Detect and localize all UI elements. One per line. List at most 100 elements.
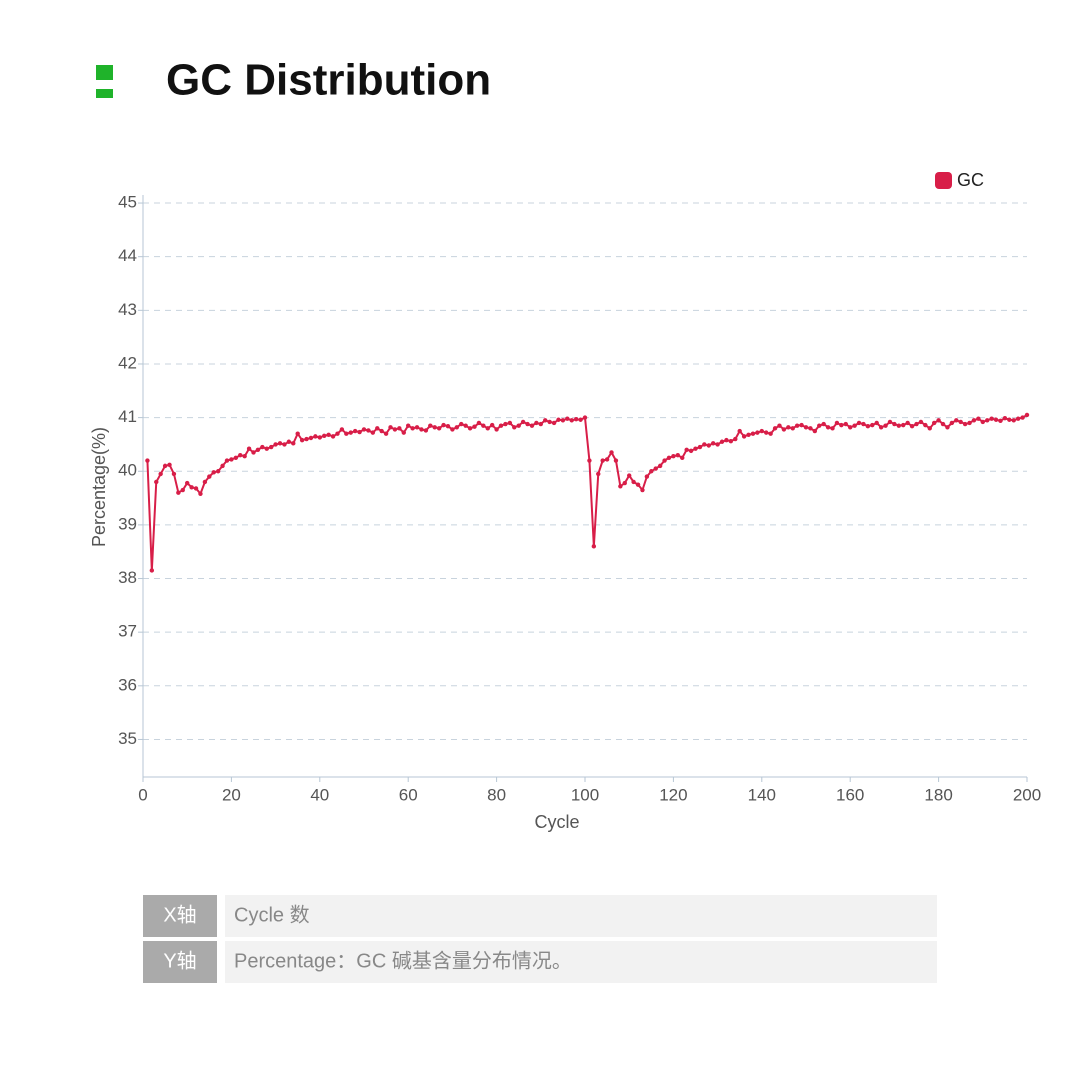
- data-point: [1007, 417, 1012, 422]
- data-point: [322, 433, 327, 439]
- y-tick-label: 41: [118, 407, 137, 426]
- data-point: [799, 422, 804, 428]
- data-point: [145, 458, 150, 463]
- data-point: [406, 423, 411, 428]
- data-point: [295, 431, 300, 436]
- table-key: Y轴: [163, 949, 196, 972]
- data-point: [706, 443, 711, 448]
- data-point: [971, 418, 977, 423]
- data-point: [688, 448, 694, 454]
- data-point: [909, 423, 915, 429]
- data-point: [357, 429, 362, 435]
- data-point: [251, 450, 256, 455]
- data-point: [313, 434, 318, 439]
- data-point: [375, 426, 380, 431]
- data-point: [388, 425, 393, 430]
- data-point: [193, 486, 199, 491]
- data-point: [207, 474, 212, 479]
- data-point: [613, 458, 619, 463]
- data-point: [737, 428, 742, 434]
- data-point: [242, 454, 247, 459]
- table-key: X轴: [163, 903, 196, 926]
- data-point: [680, 455, 685, 461]
- data-point: [896, 423, 902, 428]
- data-point: [604, 457, 610, 462]
- data-point: [397, 426, 402, 431]
- data-point: [220, 463, 225, 469]
- data-point: [618, 484, 623, 489]
- x-tick-label: 140: [748, 785, 776, 804]
- data-point: [794, 423, 800, 428]
- plot: 35 36 37 38 39 40 41 42 43 44 45 0 20 40 60 80 100 120 140…: [118, 170, 1041, 805]
- data-point: [834, 420, 840, 426]
- data-point: [631, 479, 636, 485]
- data-point: [162, 463, 168, 469]
- title-icon: [96, 89, 113, 98]
- y-tick-label: 39: [118, 514, 137, 533]
- data-point: [304, 436, 309, 442]
- title-icon: [96, 65, 113, 80]
- data-point: [224, 458, 230, 463]
- data-point: [759, 428, 764, 434]
- data-point: [494, 427, 499, 432]
- data-point: [512, 425, 517, 430]
- data-point: [485, 426, 490, 431]
- data-point: [627, 473, 632, 478]
- data-point: [189, 485, 194, 490]
- data-point: [534, 420, 539, 426]
- data-point: [238, 452, 243, 458]
- data-point: [352, 428, 358, 434]
- data-point: [790, 426, 795, 431]
- data-point: [649, 469, 654, 474]
- data-point: [940, 421, 946, 427]
- y-tick-label: 37: [118, 622, 137, 641]
- data-point: [436, 426, 442, 431]
- data-point: [573, 417, 579, 422]
- data-point: [445, 423, 451, 429]
- data-point: [450, 427, 455, 432]
- data-point: [507, 420, 513, 426]
- data-point: [768, 431, 773, 436]
- data-point: [330, 434, 336, 439]
- y-tick-label: 45: [118, 193, 137, 212]
- data-point: [503, 421, 508, 427]
- data-point: [945, 425, 950, 430]
- x-tick-label: 100: [571, 785, 599, 804]
- data-point: [750, 431, 756, 436]
- data-point: [260, 444, 265, 450]
- data-point: [600, 458, 605, 463]
- data-point: [719, 439, 725, 444]
- data-point: [724, 437, 729, 443]
- data-point: [392, 427, 398, 432]
- data-point: [861, 421, 866, 427]
- y-tick-label: 36: [118, 675, 137, 694]
- x-tick-label: 180: [924, 785, 952, 804]
- y-tick-label: 40: [118, 461, 137, 480]
- data-point: [710, 441, 716, 446]
- data-point: [843, 421, 848, 427]
- data-point: [578, 417, 583, 422]
- data-point: [821, 421, 826, 427]
- data-point: [529, 423, 535, 428]
- data-point: [317, 435, 322, 440]
- data-point: [852, 423, 857, 428]
- table-value: Percentage：GC 碱基含量分布情况。: [234, 949, 572, 972]
- data-point: [609, 450, 614, 455]
- data-point: [914, 421, 919, 427]
- data-point: [848, 425, 853, 430]
- data-point: [476, 420, 482, 426]
- data-point: [883, 423, 888, 428]
- data-point: [149, 568, 155, 573]
- data-point: [472, 424, 477, 429]
- data-point: [1015, 416, 1021, 421]
- table-key-cell: [143, 895, 217, 937]
- data-point: [653, 466, 658, 471]
- data-point: [962, 421, 968, 427]
- y-tick-label: 35: [118, 729, 137, 748]
- x-axis-label: Cycle: [534, 812, 579, 832]
- data-point: [1011, 418, 1016, 423]
- data-point: [901, 422, 906, 428]
- data-point: [286, 439, 292, 444]
- data-point: [693, 446, 698, 451]
